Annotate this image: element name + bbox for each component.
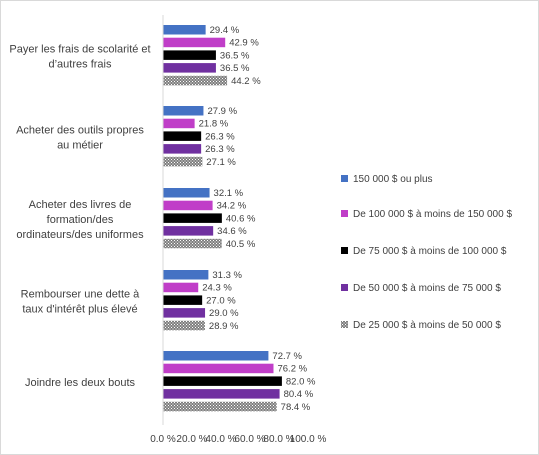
bar-s2-c2 <box>163 118 195 129</box>
data-label: 21.8 % <box>199 119 229 130</box>
data-label: 27.0 % <box>206 295 236 306</box>
category-label: ordinateurs/des uniformes <box>16 229 144 241</box>
data-label: 82.0 % <box>286 376 316 387</box>
data-label: 24.3 % <box>202 283 232 294</box>
data-label: 40.6 % <box>226 213 256 224</box>
bar-s4-c3 <box>163 226 214 236</box>
category-label: Payer les frais de scolarité et <box>9 43 150 55</box>
legend-label: De 50 000 $ à moins de 75 000 $ <box>353 283 501 294</box>
data-label: 36.5 % <box>220 63 250 74</box>
data-label: 31.3 % <box>212 270 242 281</box>
data-label: 44.2 % <box>231 76 261 87</box>
data-label: 80.4 % <box>284 389 314 400</box>
bar-s2-c1 <box>163 37 226 48</box>
category-label: taux d'intérêt plus élevé <box>22 303 137 315</box>
bar-s5-c4 <box>163 320 205 331</box>
bar-s4-c2 <box>163 144 202 154</box>
data-label: 36.5 % <box>220 50 250 61</box>
category-label: Acheter des outils propres <box>16 124 144 136</box>
bar-s5-c2 <box>163 156 203 167</box>
bar-s3-c1 <box>163 50 216 60</box>
legend-label: De 75 000 $ à moins de 100 000 $ <box>353 246 507 257</box>
bar-s5-c3 <box>163 238 222 249</box>
bar-s1-c5 <box>163 351 269 361</box>
data-label: 40.5 % <box>226 239 256 250</box>
legend-swatch <box>341 175 348 182</box>
bar-s1-c3 <box>163 188 210 198</box>
bar-s2-c3 <box>163 200 213 211</box>
bar-s3-c5 <box>163 376 282 386</box>
bar-s4-c5 <box>163 389 280 399</box>
legend: 150 000 $ ou plus De 100 000 $ à moins de… <box>341 174 512 331</box>
x-axis: 0.0 % 20.0 %40.0 %60.0 %80.0 %100.0 % <box>150 15 326 445</box>
data-label: 34.6 % <box>217 226 247 237</box>
data-label: 27.1 % <box>206 157 236 168</box>
x-tick-label: 100.0 % <box>290 434 327 445</box>
legend-swatch <box>341 284 348 291</box>
bar-s2-c5 <box>163 363 274 374</box>
data-label: 29.4 % <box>210 25 240 36</box>
category-label: au métier <box>57 139 103 151</box>
data-label: 29.0 % <box>209 308 239 319</box>
category-label: Acheter des livres de <box>29 199 132 211</box>
bar-s5-c1 <box>163 75 228 86</box>
bars-group <box>163 25 282 412</box>
category-label: formation/des <box>47 214 114 226</box>
category-label: Rembourser une dette à <box>21 288 141 300</box>
value-labels-group: 29.4 %42.9 %36.5 %36.5 %44.2 %27.9 %21.8… <box>199 25 316 413</box>
data-label: 72.7 % <box>272 351 302 362</box>
bar-s1-c1 <box>163 25 206 35</box>
data-label: 26.3 % <box>205 144 235 155</box>
data-label: 34.2 % <box>217 201 247 212</box>
legend-label: 150 000 $ ou plus <box>353 174 433 185</box>
data-label: 27.9 % <box>207 106 237 117</box>
legend-label: De 25 000 $ à moins de 50 000 $ <box>353 320 501 331</box>
category-label: Joindre les deux bouts <box>25 377 136 389</box>
x-tick-label: 80.0 % <box>263 434 294 445</box>
x-tick-label: 0.0 % <box>150 434 176 445</box>
bar-s1-c2 <box>163 106 204 116</box>
data-label: 32.1 % <box>214 188 244 199</box>
x-tick-label: 60.0 % <box>234 434 265 445</box>
legend-swatch <box>341 210 348 217</box>
bar-s5-c5 <box>163 401 277 412</box>
x-tick-label: 20.0 % <box>176 434 207 445</box>
bar-s4-c1 <box>163 63 216 73</box>
bar-s2-c4 <box>163 282 199 293</box>
data-label: 26.3 % <box>205 131 235 142</box>
legend-swatch <box>341 321 348 328</box>
category-label: d’autres frais <box>49 58 112 70</box>
data-label: 28.9 % <box>209 321 239 332</box>
data-label: 42.9 % <box>229 38 259 49</box>
category-labels-group: Payer les frais de scolarité et d’autres … <box>9 43 150 389</box>
data-label: 78.4 % <box>281 402 311 413</box>
legend-label: De 100 000 $ à moins de 150 000 $ <box>353 209 512 220</box>
bar-s3-c3 <box>163 213 222 223</box>
x-tick-label: 40.0 % <box>205 434 236 445</box>
bar-s1-c4 <box>163 270 209 280</box>
data-label: 76.2 % <box>277 364 307 375</box>
legend-swatch <box>341 247 348 254</box>
bar-s4-c4 <box>163 308 206 318</box>
bar-s3-c2 <box>163 131 202 141</box>
bar-s3-c4 <box>163 295 203 305</box>
